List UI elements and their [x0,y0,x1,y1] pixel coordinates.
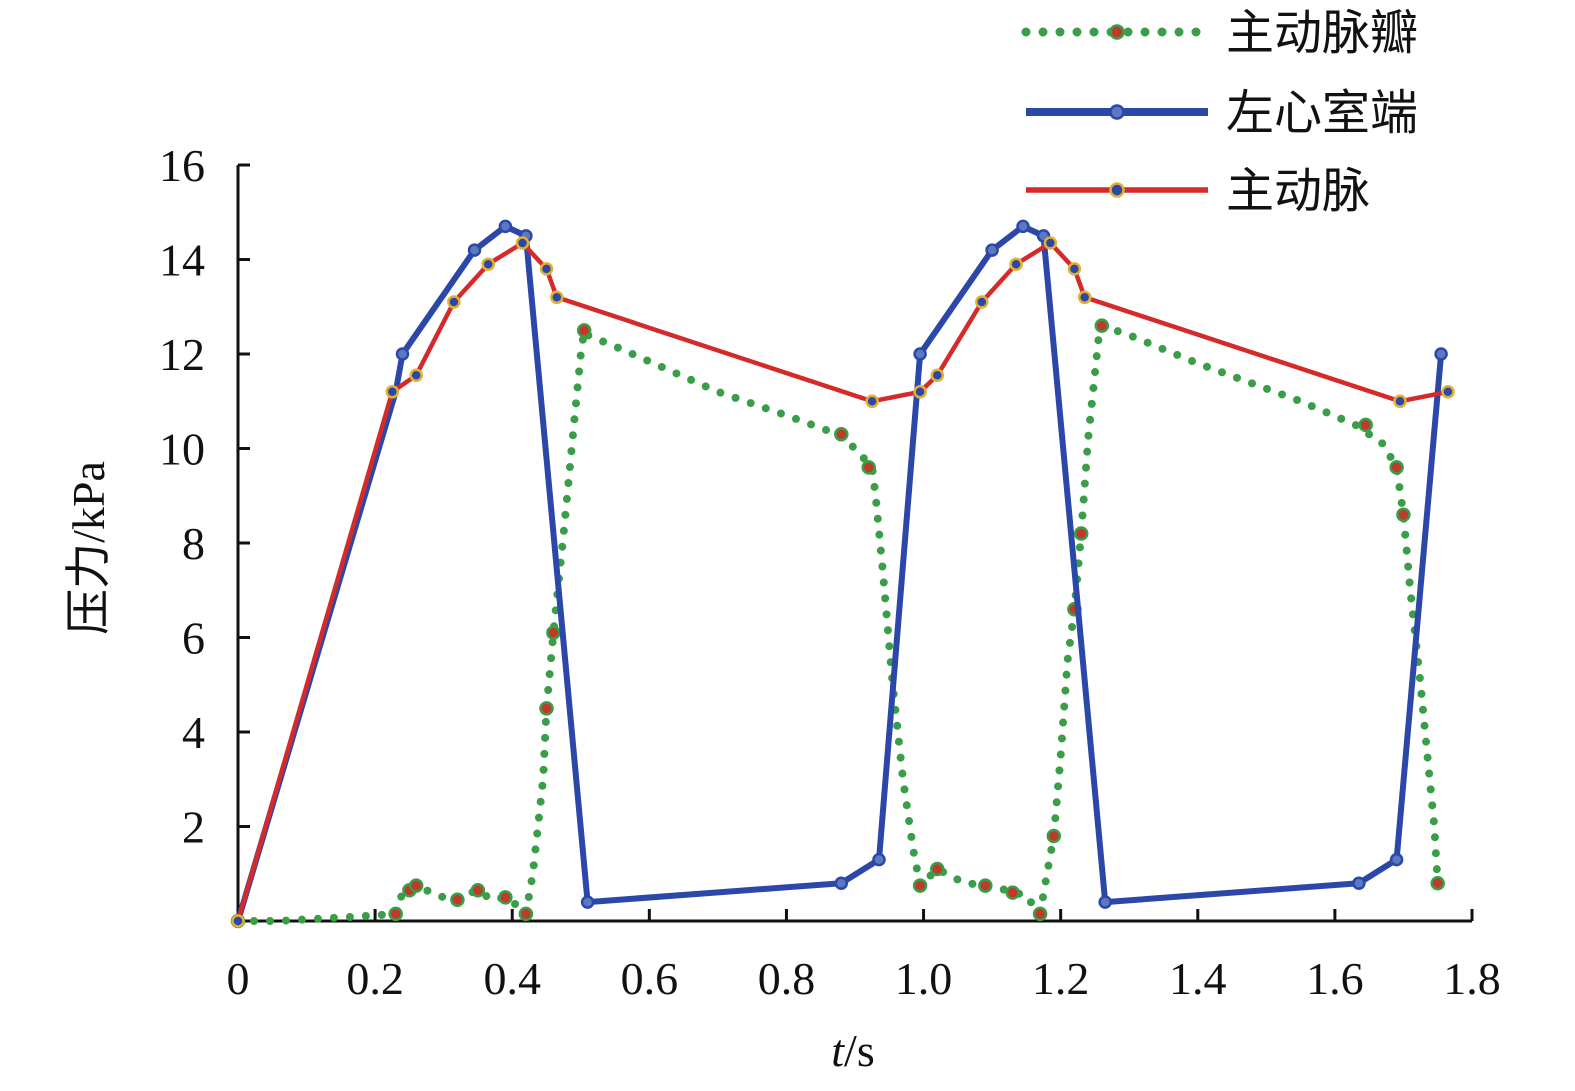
legend-marker [1109,104,1125,120]
series-line [234,321,1442,925]
y-tick-label: 2 [182,802,205,853]
x-tick-label: 1.6 [1306,953,1364,1004]
series-marker [1043,236,1058,250]
series-marker [231,914,245,928]
y-ticks: 2 4 6 8 10 12 14 16 [159,140,250,853]
series-marker [930,861,945,877]
series-marker [470,883,486,898]
x-axis-label: t/s [831,1025,874,1076]
series-line [235,223,1445,924]
series-marker [1430,875,1445,891]
y-tick-label: 4 [182,707,205,758]
series-marker [1032,906,1048,922]
x-axis-label-var: t [831,1025,845,1076]
series-marker [978,878,993,893]
series-marker [1016,219,1030,234]
legend-item: 主动脉瓣 [1021,5,1418,61]
y-axis-label: 压力/kPa [63,461,114,635]
y-tick-label: 14 [159,235,205,286]
series-2 [231,236,1455,928]
series-marker [1046,828,1062,844]
series-marker [861,460,876,475]
legend-item: 左心室端 [1026,85,1418,141]
y-tick-label: 12 [159,329,205,380]
series-marker [539,701,554,716]
series-marker [1358,417,1373,433]
series-marker [930,368,945,383]
series-marker [865,394,879,409]
legend-marker [1109,24,1125,40]
series-marker [1077,290,1092,305]
series-marker [834,876,849,890]
legend-label: 主动脉 [1226,163,1370,219]
legend-item: 主动脉 [1026,163,1370,219]
x-tick-label: 1.8 [1443,953,1501,1004]
series-marker [550,290,564,305]
series-marker [450,892,465,907]
series-marker [481,257,495,271]
series-marker [1067,262,1082,276]
series-marker [912,878,928,893]
legend-label: 左心室端 [1226,85,1418,141]
series-marker [1393,394,1407,409]
series-marker [985,243,999,257]
series-marker [539,262,554,276]
y-tick-label: 16 [159,140,205,191]
series-marker [1005,885,1020,900]
x-tick-label: 1.0 [895,953,953,1004]
y-tick-label: 10 [159,424,205,475]
legend-marker [1109,182,1125,198]
series-marker [1389,852,1404,867]
series-marker [872,852,886,867]
series-marker [1389,460,1404,475]
series-marker [1009,257,1023,271]
series-marker [395,347,410,361]
legend-label: 主动脉瓣 [1226,5,1418,61]
series-marker [834,427,849,442]
series-1 [231,219,1448,928]
x-tick-label: 1.4 [1169,953,1227,1004]
series-marker [498,890,513,905]
series-marker [498,219,513,234]
series-marker [1352,876,1366,890]
series-marker [1073,526,1089,541]
series-0 [230,318,1445,929]
x-tick-label: 0.8 [758,953,816,1004]
series-marker [1396,507,1411,522]
series-marker [913,385,927,399]
x-tick-label: 0 [227,953,250,1004]
axes: 0 0.2 0.4 0.6 0.8 1.0 1.2 1.4 1.6 1.8 2 4 6 8 10 12 14 1… [159,140,1501,1004]
x-tick-label: 0.6 [621,953,679,1004]
x-ticks: 0 0.2 0.4 0.6 0.8 1.0 1.2 1.4 1.6 1.8 [227,909,1501,1004]
series-marker [408,878,424,893]
x-tick-label: 1.2 [1032,953,1090,1004]
x-tick-label: 0.2 [346,953,404,1004]
x-tick-label: 0.4 [483,953,541,1004]
series-marker [913,347,927,361]
series-marker [518,906,534,922]
x-axis-label-unit: /s [844,1025,875,1076]
series-marker [1434,347,1448,361]
series-marker [409,368,423,383]
y-tick-label: 8 [182,518,205,569]
series-marker [1098,895,1112,909]
series-marker [546,625,561,641]
series-marker [1441,385,1455,399]
series-marker [467,243,482,257]
series-marker [1094,318,1110,333]
series-marker [385,385,400,399]
series-marker [975,295,989,309]
series-marker [576,323,592,338]
series-layer [230,219,1455,929]
series-marker [580,895,595,909]
series-line [235,240,1451,924]
series-marker [447,295,461,309]
y-tick-label: 6 [182,613,205,664]
series-marker [515,236,530,250]
series-marker [388,906,403,922]
